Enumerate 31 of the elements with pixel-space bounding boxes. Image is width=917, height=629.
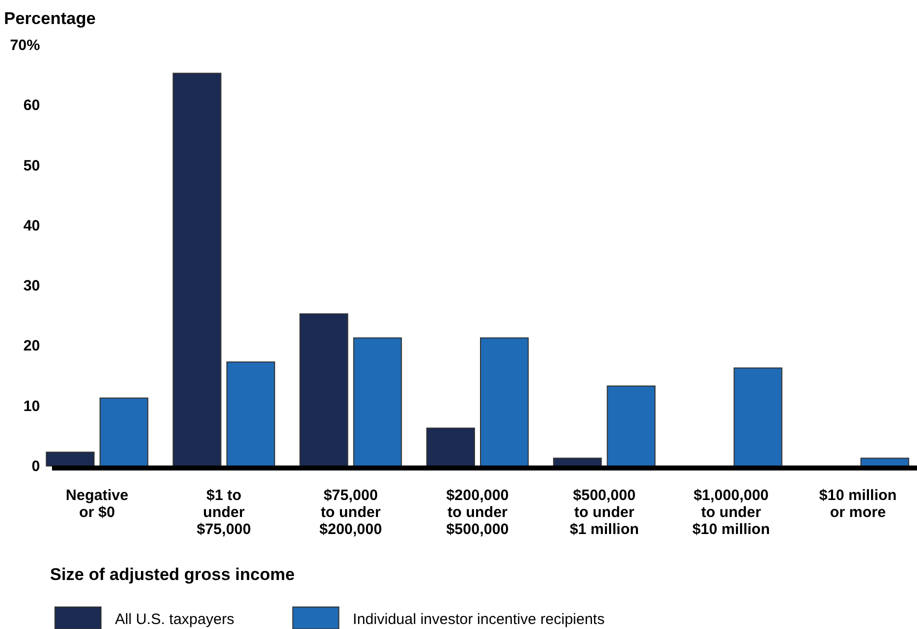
bar	[172, 72, 222, 466]
y-tick-label: 20	[23, 338, 40, 355]
x-axis-title: Size of adjusted gross income	[50, 565, 295, 584]
x-tick-label: $75,000 to under $200,000	[319, 487, 382, 538]
bar	[553, 458, 602, 466]
bar	[860, 458, 910, 466]
y-tick-label: 10	[23, 398, 40, 415]
y-tick-label: 40	[23, 217, 40, 234]
x-tick-label: $1,000,000 to under $10 million	[692, 487, 770, 538]
y-tick-label: 50	[23, 157, 40, 174]
y-tick-label: 70%	[10, 37, 40, 54]
bar	[100, 398, 148, 466]
x-tick-label: $1 to under $75,000	[196, 487, 251, 538]
bar	[480, 337, 529, 466]
bar	[46, 452, 95, 466]
y-tick-label: 0	[32, 458, 40, 475]
y-tick-label: 60	[23, 97, 40, 114]
y-axis-title: Percentage	[4, 9, 96, 28]
bar	[299, 313, 348, 466]
bar	[426, 428, 475, 466]
y-tick-label: 30	[23, 278, 40, 295]
legend-label: Individual investor incentive recipients	[352, 611, 605, 628]
x-tick-label: $200,000 to under $500,000	[446, 487, 509, 538]
x-tick-label: $500,000 to under $1 million	[570, 487, 639, 538]
bar	[226, 361, 276, 466]
bar	[606, 386, 656, 466]
bar	[734, 367, 782, 466]
x-tick-label: Negative or $0	[66, 487, 128, 521]
x-tick-label: $10 million or more	[819, 487, 897, 521]
bar	[353, 337, 402, 466]
legend-label: All U.S. taxpayers	[115, 611, 234, 628]
